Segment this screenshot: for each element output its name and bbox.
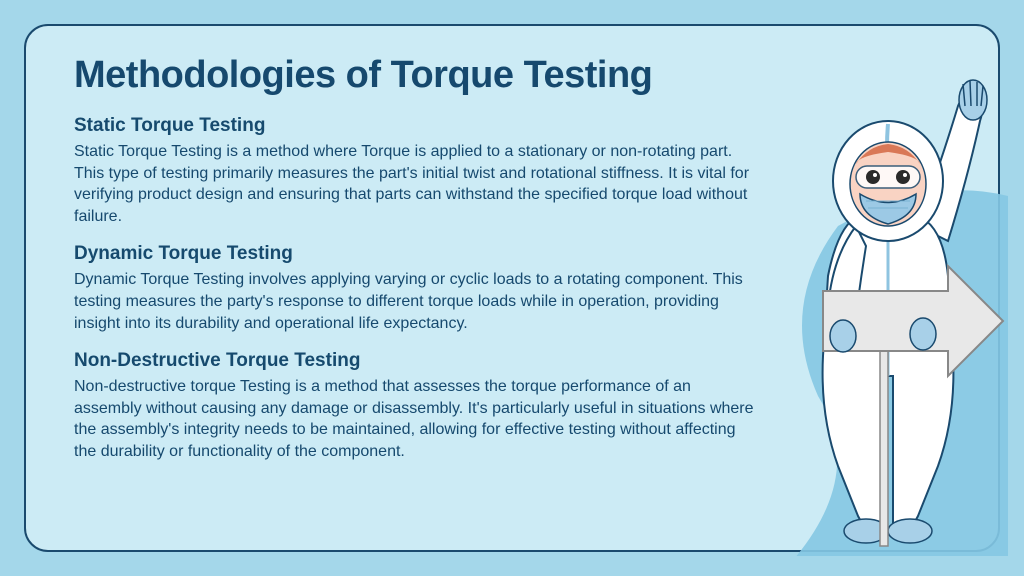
person-illustration <box>748 76 1008 556</box>
section-body: Static Torque Testing is a method where … <box>74 141 754 227</box>
section-nondestructive: Non-Destructive Torque Testing Non-destr… <box>74 350 754 462</box>
page-background: Methodologies of Torque Testing Static T… <box>0 0 1024 576</box>
page-title: Methodologies of Torque Testing <box>74 54 950 97</box>
section-heading: Dynamic Torque Testing <box>74 243 754 265</box>
section-static: Static Torque Testing Static Torque Test… <box>74 115 754 227</box>
section-dynamic: Dynamic Torque Testing Dynamic Torque Te… <box>74 243 754 334</box>
section-heading: Static Torque Testing <box>74 115 754 137</box>
content-card: Methodologies of Torque Testing Static T… <box>24 24 1000 552</box>
section-heading: Non-Destructive Torque Testing <box>74 350 754 372</box>
section-body: Dynamic Torque Testing involves applying… <box>74 269 754 334</box>
section-body: Non-destructive torque Testing is a meth… <box>74 376 754 462</box>
